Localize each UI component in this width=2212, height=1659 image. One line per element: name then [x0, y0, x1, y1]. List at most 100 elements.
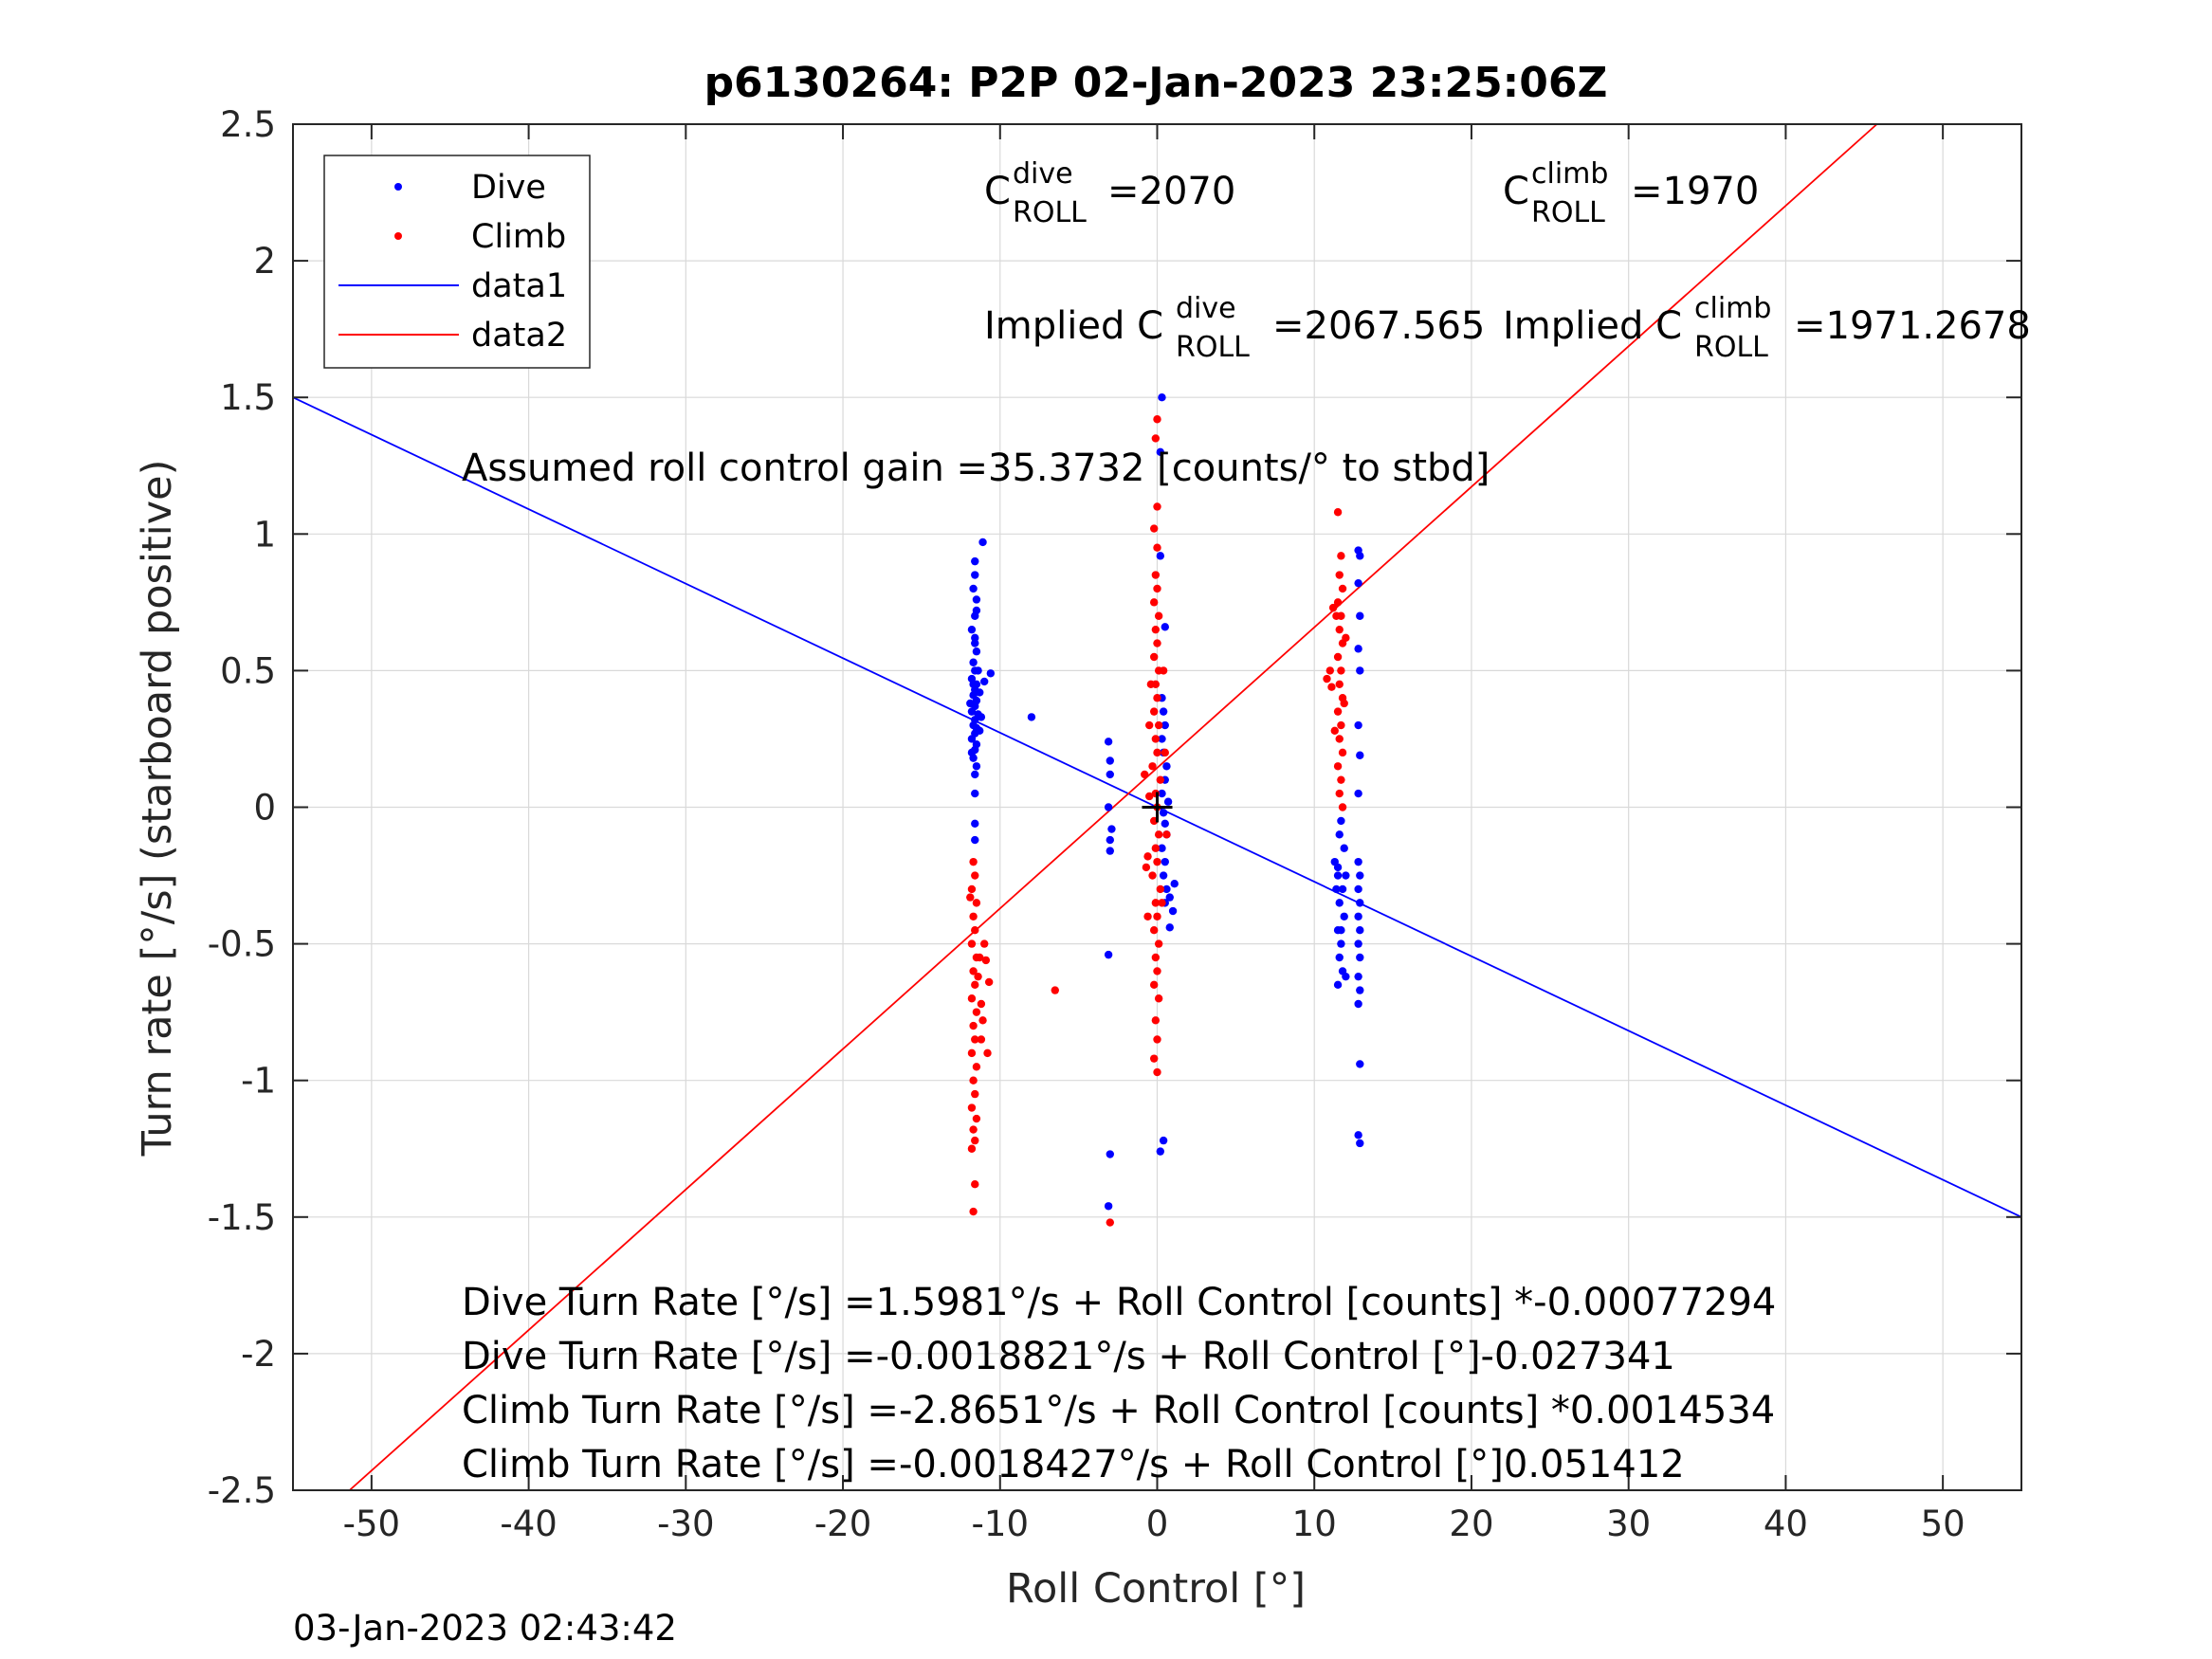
- annotation-c-climb: C climb ROLL =1970: [1503, 157, 1759, 229]
- climb-point: [971, 925, 979, 935]
- y-tick-label: 1.5: [220, 377, 276, 418]
- climb-point: [969, 1207, 978, 1216]
- dive-point: [971, 556, 979, 566]
- climb-point: [1330, 726, 1339, 736]
- climb-point: [1156, 884, 1165, 894]
- dive-point: [971, 835, 979, 845]
- climb-point: [1153, 912, 1161, 921]
- dive-point: [1354, 720, 1362, 730]
- climb-point: [1159, 666, 1168, 675]
- climb-point: [1338, 584, 1347, 593]
- climb-point: [1153, 857, 1161, 866]
- dive-point: [1354, 1131, 1362, 1139]
- climb-point: [977, 999, 986, 1009]
- climb-point: [1141, 770, 1149, 779]
- dive-point: [1332, 884, 1341, 894]
- dive-point: [977, 713, 986, 721]
- y-tick-label: -2: [241, 1334, 276, 1375]
- climb-point: [1153, 748, 1161, 757]
- dive-point: [986, 669, 996, 678]
- y-tick-label: 2: [253, 241, 276, 282]
- implied-dive-value: =2067.565: [1272, 304, 1485, 348]
- dive-point: [971, 633, 979, 643]
- climb-point: [1149, 1054, 1159, 1063]
- climb-point: [1338, 803, 1347, 811]
- dive-point: [1158, 789, 1166, 798]
- climb-point: [1149, 707, 1159, 716]
- dive-point: [1106, 1150, 1114, 1158]
- dive-point: [978, 538, 987, 547]
- y-tick-label: 2.5: [220, 104, 276, 145]
- annotation-c-dive: C dive ROLL =2070: [984, 157, 1235, 229]
- dive-point: [1027, 713, 1036, 721]
- dive-point: [1354, 939, 1362, 948]
- dive-point: [967, 748, 977, 757]
- dive-point: [972, 606, 981, 615]
- legend-dive-label: Dive: [471, 169, 546, 207]
- dive-point: [1106, 757, 1114, 765]
- chart-title: p6130264: P2P 02-Jan-2023 23:25:06Z: [704, 59, 1608, 107]
- dive-point: [1356, 751, 1364, 759]
- climb-point: [1149, 652, 1159, 662]
- climb-point: [1333, 508, 1343, 517]
- climb-point: [971, 1180, 979, 1189]
- dive-point: [1354, 999, 1362, 1009]
- dive-point: [966, 699, 975, 708]
- climb-point: [983, 1048, 992, 1058]
- climb-point: [1149, 925, 1159, 935]
- climb-point: [1342, 633, 1350, 643]
- dive-point: [1356, 899, 1364, 907]
- climb-point: [1332, 611, 1341, 620]
- climb-point: [1154, 994, 1163, 1003]
- climb-point: [1145, 792, 1154, 801]
- climb-point: [1154, 611, 1163, 620]
- x-tick-label: 50: [1921, 1504, 1965, 1544]
- legend-dive-marker: [394, 183, 402, 191]
- y-tick-label: -1: [241, 1061, 276, 1102]
- dive-point: [1161, 819, 1169, 828]
- dive-point: [1106, 835, 1114, 845]
- dive-point: [1338, 884, 1347, 894]
- climb-point: [980, 939, 989, 948]
- dive-point: [1342, 972, 1350, 981]
- dive-point: [1158, 393, 1166, 402]
- implied-climb-superscript: climb: [1694, 292, 1771, 325]
- climb-point: [1153, 502, 1161, 511]
- dive-point: [1337, 939, 1345, 948]
- dive-point: [972, 762, 981, 771]
- dive-point: [971, 571, 979, 579]
- dive-point: [971, 770, 979, 779]
- dive-point: [1156, 1147, 1165, 1156]
- climb-point: [1333, 762, 1343, 771]
- climb-point: [1151, 953, 1161, 962]
- climb-point: [1151, 844, 1161, 852]
- climb-point: [971, 871, 979, 880]
- dive-point: [1335, 953, 1344, 962]
- dive-point: [1356, 871, 1364, 880]
- dive-point: [1161, 720, 1169, 730]
- climb-point: [966, 893, 975, 902]
- grid: [293, 124, 2021, 1490]
- dive-point: [976, 688, 984, 697]
- dive-point: [1354, 789, 1362, 798]
- climb-point: [1149, 598, 1159, 607]
- dive-point: [1340, 844, 1348, 852]
- implied-climb-subscript: ROLL: [1694, 331, 1768, 364]
- x-tick-label: -10: [972, 1504, 1029, 1544]
- y-tick-label: -2.5: [208, 1470, 276, 1511]
- dive-point: [969, 584, 978, 593]
- dive-point: [1335, 899, 1344, 907]
- dive-point: [980, 677, 989, 686]
- climb-point: [1153, 1067, 1161, 1077]
- dive-point: [1104, 803, 1113, 811]
- climb-point: [1106, 1218, 1114, 1227]
- climb-point: [978, 1016, 987, 1025]
- dive-point: [1354, 645, 1362, 653]
- implied-climb-prefix: Implied C: [1503, 304, 1682, 348]
- dive-point: [971, 819, 979, 828]
- dive-point: [1165, 893, 1174, 902]
- climb-point: [972, 1008, 981, 1016]
- climb-point: [1337, 666, 1345, 675]
- climb-point: [967, 994, 977, 1003]
